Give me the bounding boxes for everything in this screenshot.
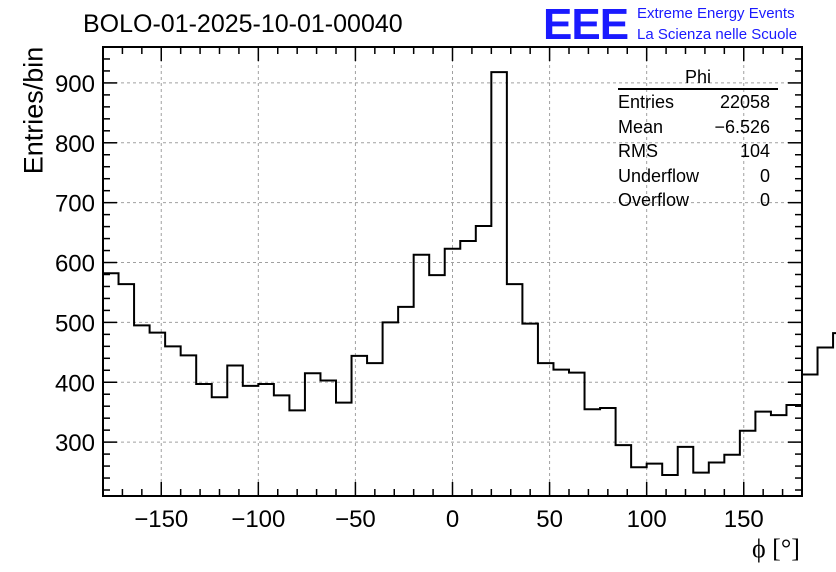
histogram-bin <box>693 473 709 496</box>
stats-label: Underflow <box>618 165 700 186</box>
histogram-bin <box>243 386 259 496</box>
y-tick-label: 500 <box>55 310 95 337</box>
y-tick-label: 400 <box>55 370 95 397</box>
histogram-bin <box>585 409 601 496</box>
histogram-bin <box>383 322 399 496</box>
histogram-bin <box>709 462 725 496</box>
histogram-bin <box>818 348 834 496</box>
stats-label: Overflow <box>618 190 690 210</box>
stats-row-underflow: Underflow 0 <box>610 164 778 189</box>
histogram-bin <box>212 397 228 496</box>
x-tick-label: −50 <box>335 506 376 533</box>
stats-value: −6.526 <box>714 116 770 137</box>
histogram-bin <box>429 275 445 496</box>
histogram-bin <box>289 410 305 496</box>
stats-value: 0 <box>759 165 770 186</box>
histogram-bin <box>320 380 336 496</box>
histogram-bin <box>476 226 492 496</box>
histogram-bin <box>553 370 569 496</box>
x-axis-label: ϕ [°] <box>752 534 800 563</box>
histogram-bin <box>460 241 476 496</box>
x-tick-label: −150 <box>134 506 188 533</box>
histogram-bin <box>678 447 694 496</box>
x-tick-label: 100 <box>627 506 667 533</box>
stats-value: 104 <box>739 141 770 161</box>
histogram-bin <box>724 455 740 496</box>
histogram-bin <box>414 255 430 496</box>
stats-label: RMS <box>618 141 658 161</box>
y-axis-label: Entries/bin <box>18 46 49 175</box>
histogram-bin <box>616 445 632 496</box>
histogram-bin <box>196 384 212 496</box>
eee-logo: EEE <box>543 0 629 49</box>
logo-line-1: Extreme Energy Events <box>637 5 795 22</box>
histogram-bin <box>771 415 787 496</box>
histogram-bin <box>507 284 523 496</box>
histogram-bin <box>150 333 166 496</box>
histogram-bin <box>181 355 197 496</box>
histogram-bin <box>569 373 585 496</box>
stats-label: Entries <box>618 92 675 112</box>
y-tick-label: 800 <box>55 131 95 158</box>
stats-row-rms: RMS 104 <box>610 139 778 164</box>
histogram-bin <box>134 325 150 496</box>
histogram-bin <box>227 365 243 496</box>
x-tick-label: −100 <box>231 506 285 533</box>
x-tick-label: 0 <box>446 506 459 533</box>
histogram-bin <box>802 374 818 496</box>
logo-line-2: La Scienza nelle Scuole <box>637 26 798 43</box>
histogram-bin <box>367 363 383 496</box>
histogram-bin <box>336 403 352 496</box>
histogram-bin <box>305 373 321 496</box>
stats-value: 22058 <box>719 92 770 112</box>
stats-value: 0 <box>759 190 770 210</box>
histogram-bin <box>600 408 616 496</box>
stats-row-mean: Mean −6.526 <box>610 115 778 140</box>
stats-row-entries: Entries 22058 <box>610 90 778 115</box>
histogram-bin <box>631 467 647 496</box>
x-tick-label: 50 <box>536 506 563 533</box>
y-tick-label: 700 <box>55 191 95 218</box>
stats-title: Phi <box>618 67 778 90</box>
histogram-bin <box>165 346 181 496</box>
stats-box: Phi Entries 22058 Mean −6.526 RMS 104 Under… <box>610 67 778 213</box>
stats-label: Mean <box>618 116 664 137</box>
histogram-bin <box>755 412 771 496</box>
histogram-bin <box>398 307 414 496</box>
histogram-bin <box>538 363 554 496</box>
chart-title: BOLO-01-2025-10-01-00040 <box>83 10 403 38</box>
y-tick-label: 600 <box>55 251 95 278</box>
stats-row-overflow: Overflow 0 <box>610 188 778 213</box>
histogram-bin <box>522 324 538 496</box>
x-tick-label: 150 <box>724 506 764 533</box>
y-tick-label: 300 <box>55 430 95 457</box>
histogram-bin <box>119 284 135 496</box>
histogram-bin <box>258 384 274 496</box>
histogram-bin <box>491 72 507 496</box>
histogram-bin <box>274 395 290 496</box>
histogram-bin <box>647 464 663 496</box>
histogram-outline <box>103 71 836 477</box>
histogram-bin <box>662 475 678 496</box>
histogram-bin <box>103 273 119 496</box>
histogram-bin <box>352 356 368 496</box>
histogram-bin <box>740 431 756 496</box>
y-tick-label: 900 <box>55 71 95 98</box>
